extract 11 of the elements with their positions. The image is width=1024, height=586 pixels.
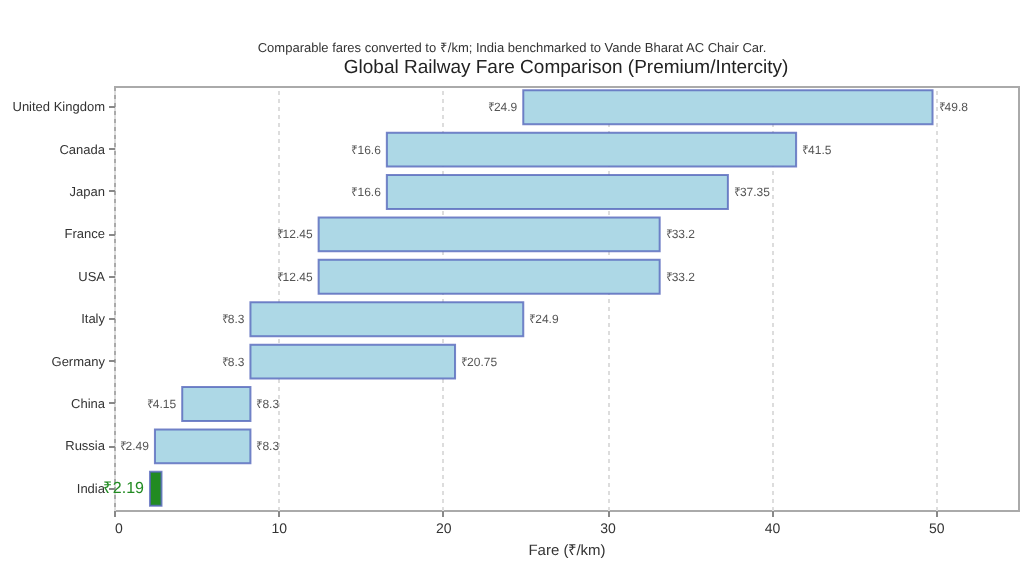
bar [149,470,163,507]
bar [385,174,729,210]
bar [317,258,661,295]
bar [181,386,252,422]
bar [249,301,525,338]
bar [153,428,252,465]
bar [317,216,661,253]
chart-title: Global Railway Fare Comparison (Premium/Intercity) [343,57,789,79]
bar [522,89,934,126]
bar [249,343,457,380]
bar [385,131,798,168]
